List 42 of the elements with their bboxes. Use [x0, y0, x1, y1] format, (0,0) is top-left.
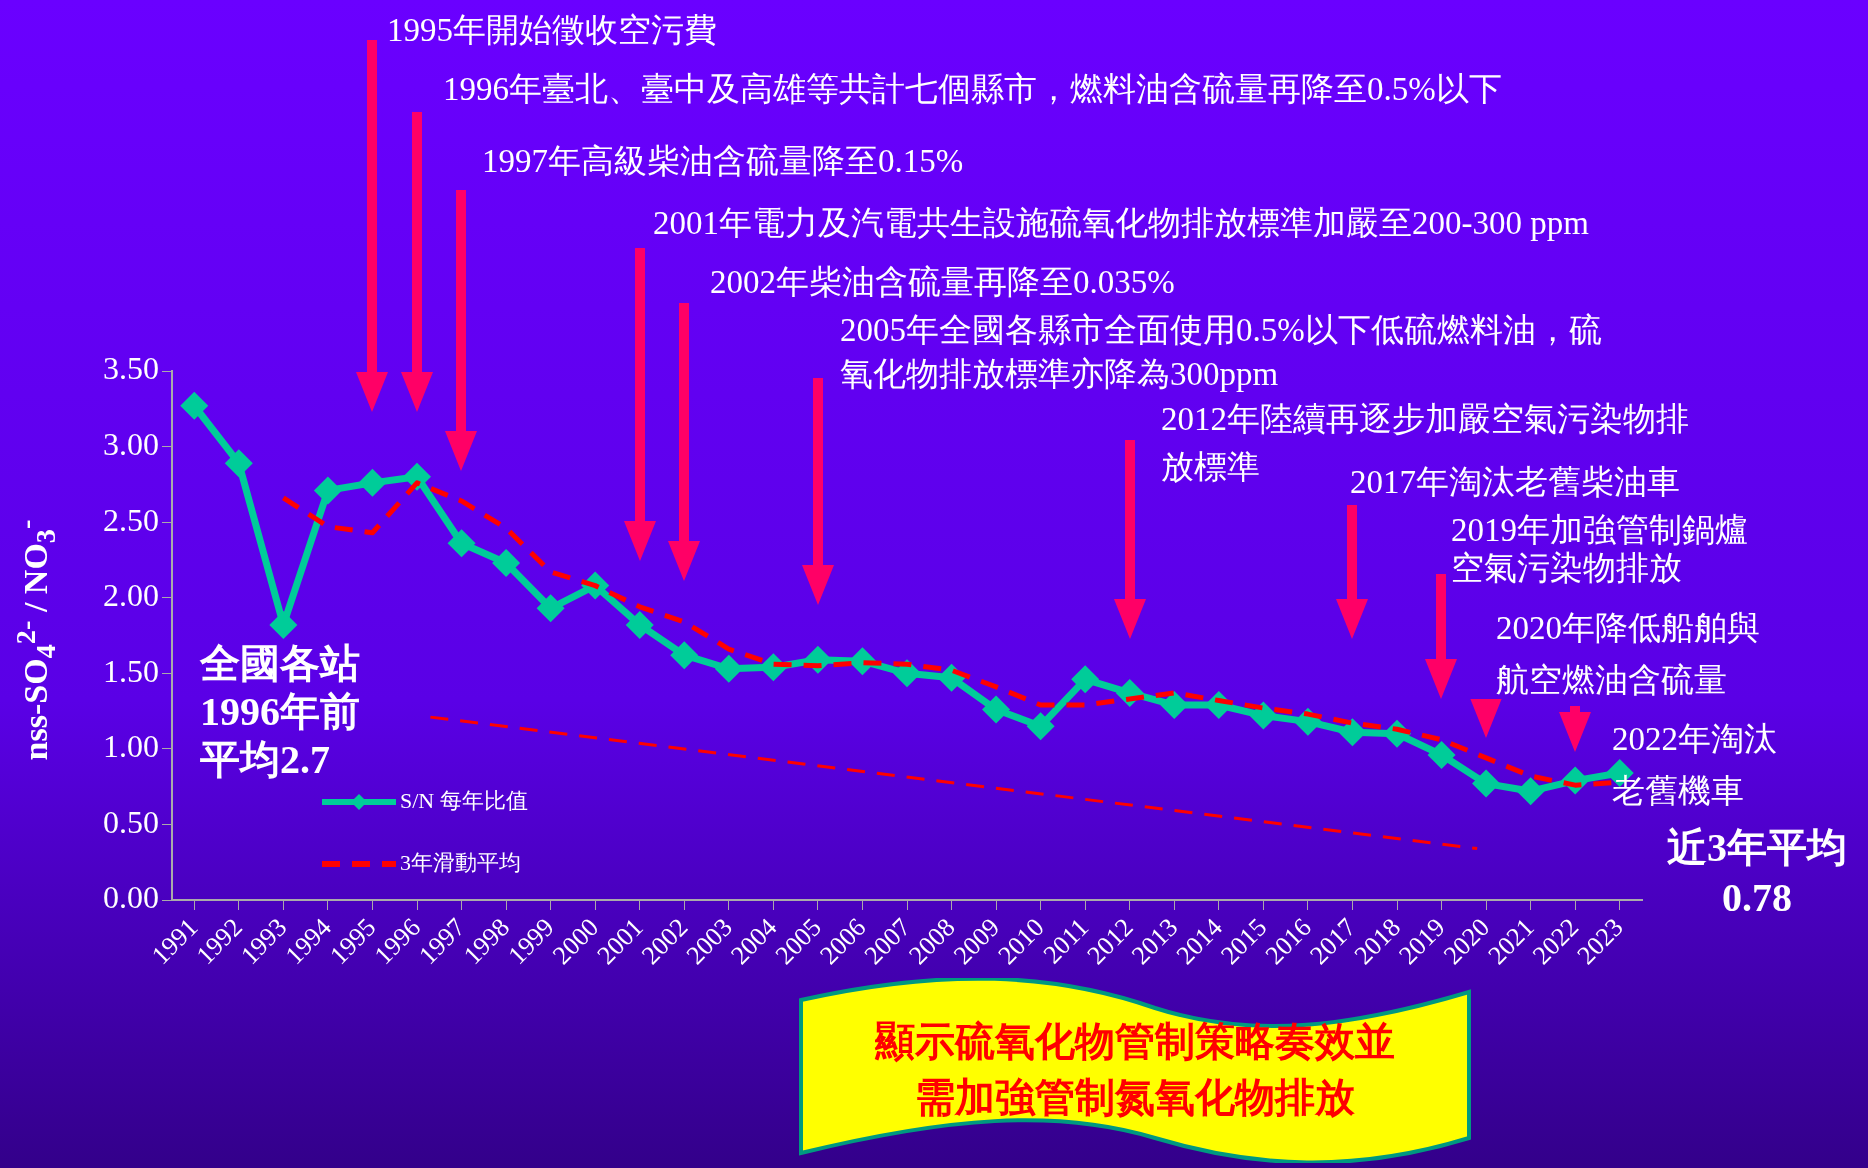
- point: [982, 695, 1011, 724]
- point: [269, 610, 298, 639]
- point: [714, 654, 743, 683]
- point: [313, 476, 342, 505]
- y-tick-label: 3.00: [103, 425, 159, 462]
- legend-label: 3年滑動平均: [400, 849, 521, 875]
- y-tick-label: 1.50: [103, 652, 159, 689]
- annotation: 2020年降低船舶與航空燃油含硫量: [1496, 609, 1761, 700]
- point: [1249, 701, 1278, 730]
- y-tick-label: 2.00: [103, 577, 159, 614]
- point: [1516, 777, 1545, 806]
- point: [492, 548, 521, 577]
- annotation: 2022年淘汰老舊機車: [1612, 720, 1778, 811]
- text: 近3年平均 0.78: [1666, 824, 1848, 922]
- legend-label: S/N 每年比值: [400, 787, 528, 813]
- point: [1026, 712, 1055, 741]
- text: 1996年臺北、臺中及高雄等共計七個縣市，燃料油含硫量再降至0.5%以下: [443, 70, 1503, 109]
- point: [670, 641, 699, 670]
- annotation: 2005年全國各縣市全面使用0.5%以下低硫燃料油，硫氧化物排放標準亦降為300ppm: [840, 311, 1603, 394]
- y-tick-label: 2.50: [103, 501, 159, 538]
- point: [1071, 665, 1100, 694]
- text: 2002年柴油含硫量再降至0.035%: [710, 263, 1176, 302]
- annotation: 2019年加強管制鍋爐空氣污染物排放: [1451, 511, 1749, 587]
- y-tick-label: 0.50: [103, 803, 159, 840]
- text: 2001年電力及汽電共生設施硫氧化物排放標準加嚴至200-300 ppm: [653, 204, 1590, 243]
- y-tick-label: 3.50: [103, 350, 159, 387]
- annotation: 2017年淘汰老舊柴油車: [1350, 463, 1681, 502]
- point: [536, 594, 565, 623]
- point: [180, 391, 209, 420]
- text: 1995年開始徵收空污費: [387, 11, 718, 50]
- text: 1997年高級柴油含硫量降至0.15%: [482, 142, 965, 181]
- point: [447, 529, 476, 558]
- point: [1472, 769, 1501, 798]
- point: [224, 449, 253, 478]
- point: [1427, 740, 1456, 769]
- text: 顯示硫氧化物管制策略奏效並需加強管制氮氧化物排放: [874, 1018, 1396, 1122]
- point: [1338, 718, 1367, 747]
- y-tick-label: 1.00: [103, 728, 159, 765]
- y-tick-label: 0.00: [103, 879, 159, 916]
- annotation: 全國各站1996年前平均2.7: [200, 640, 361, 784]
- point: [358, 468, 387, 497]
- point: [625, 610, 654, 639]
